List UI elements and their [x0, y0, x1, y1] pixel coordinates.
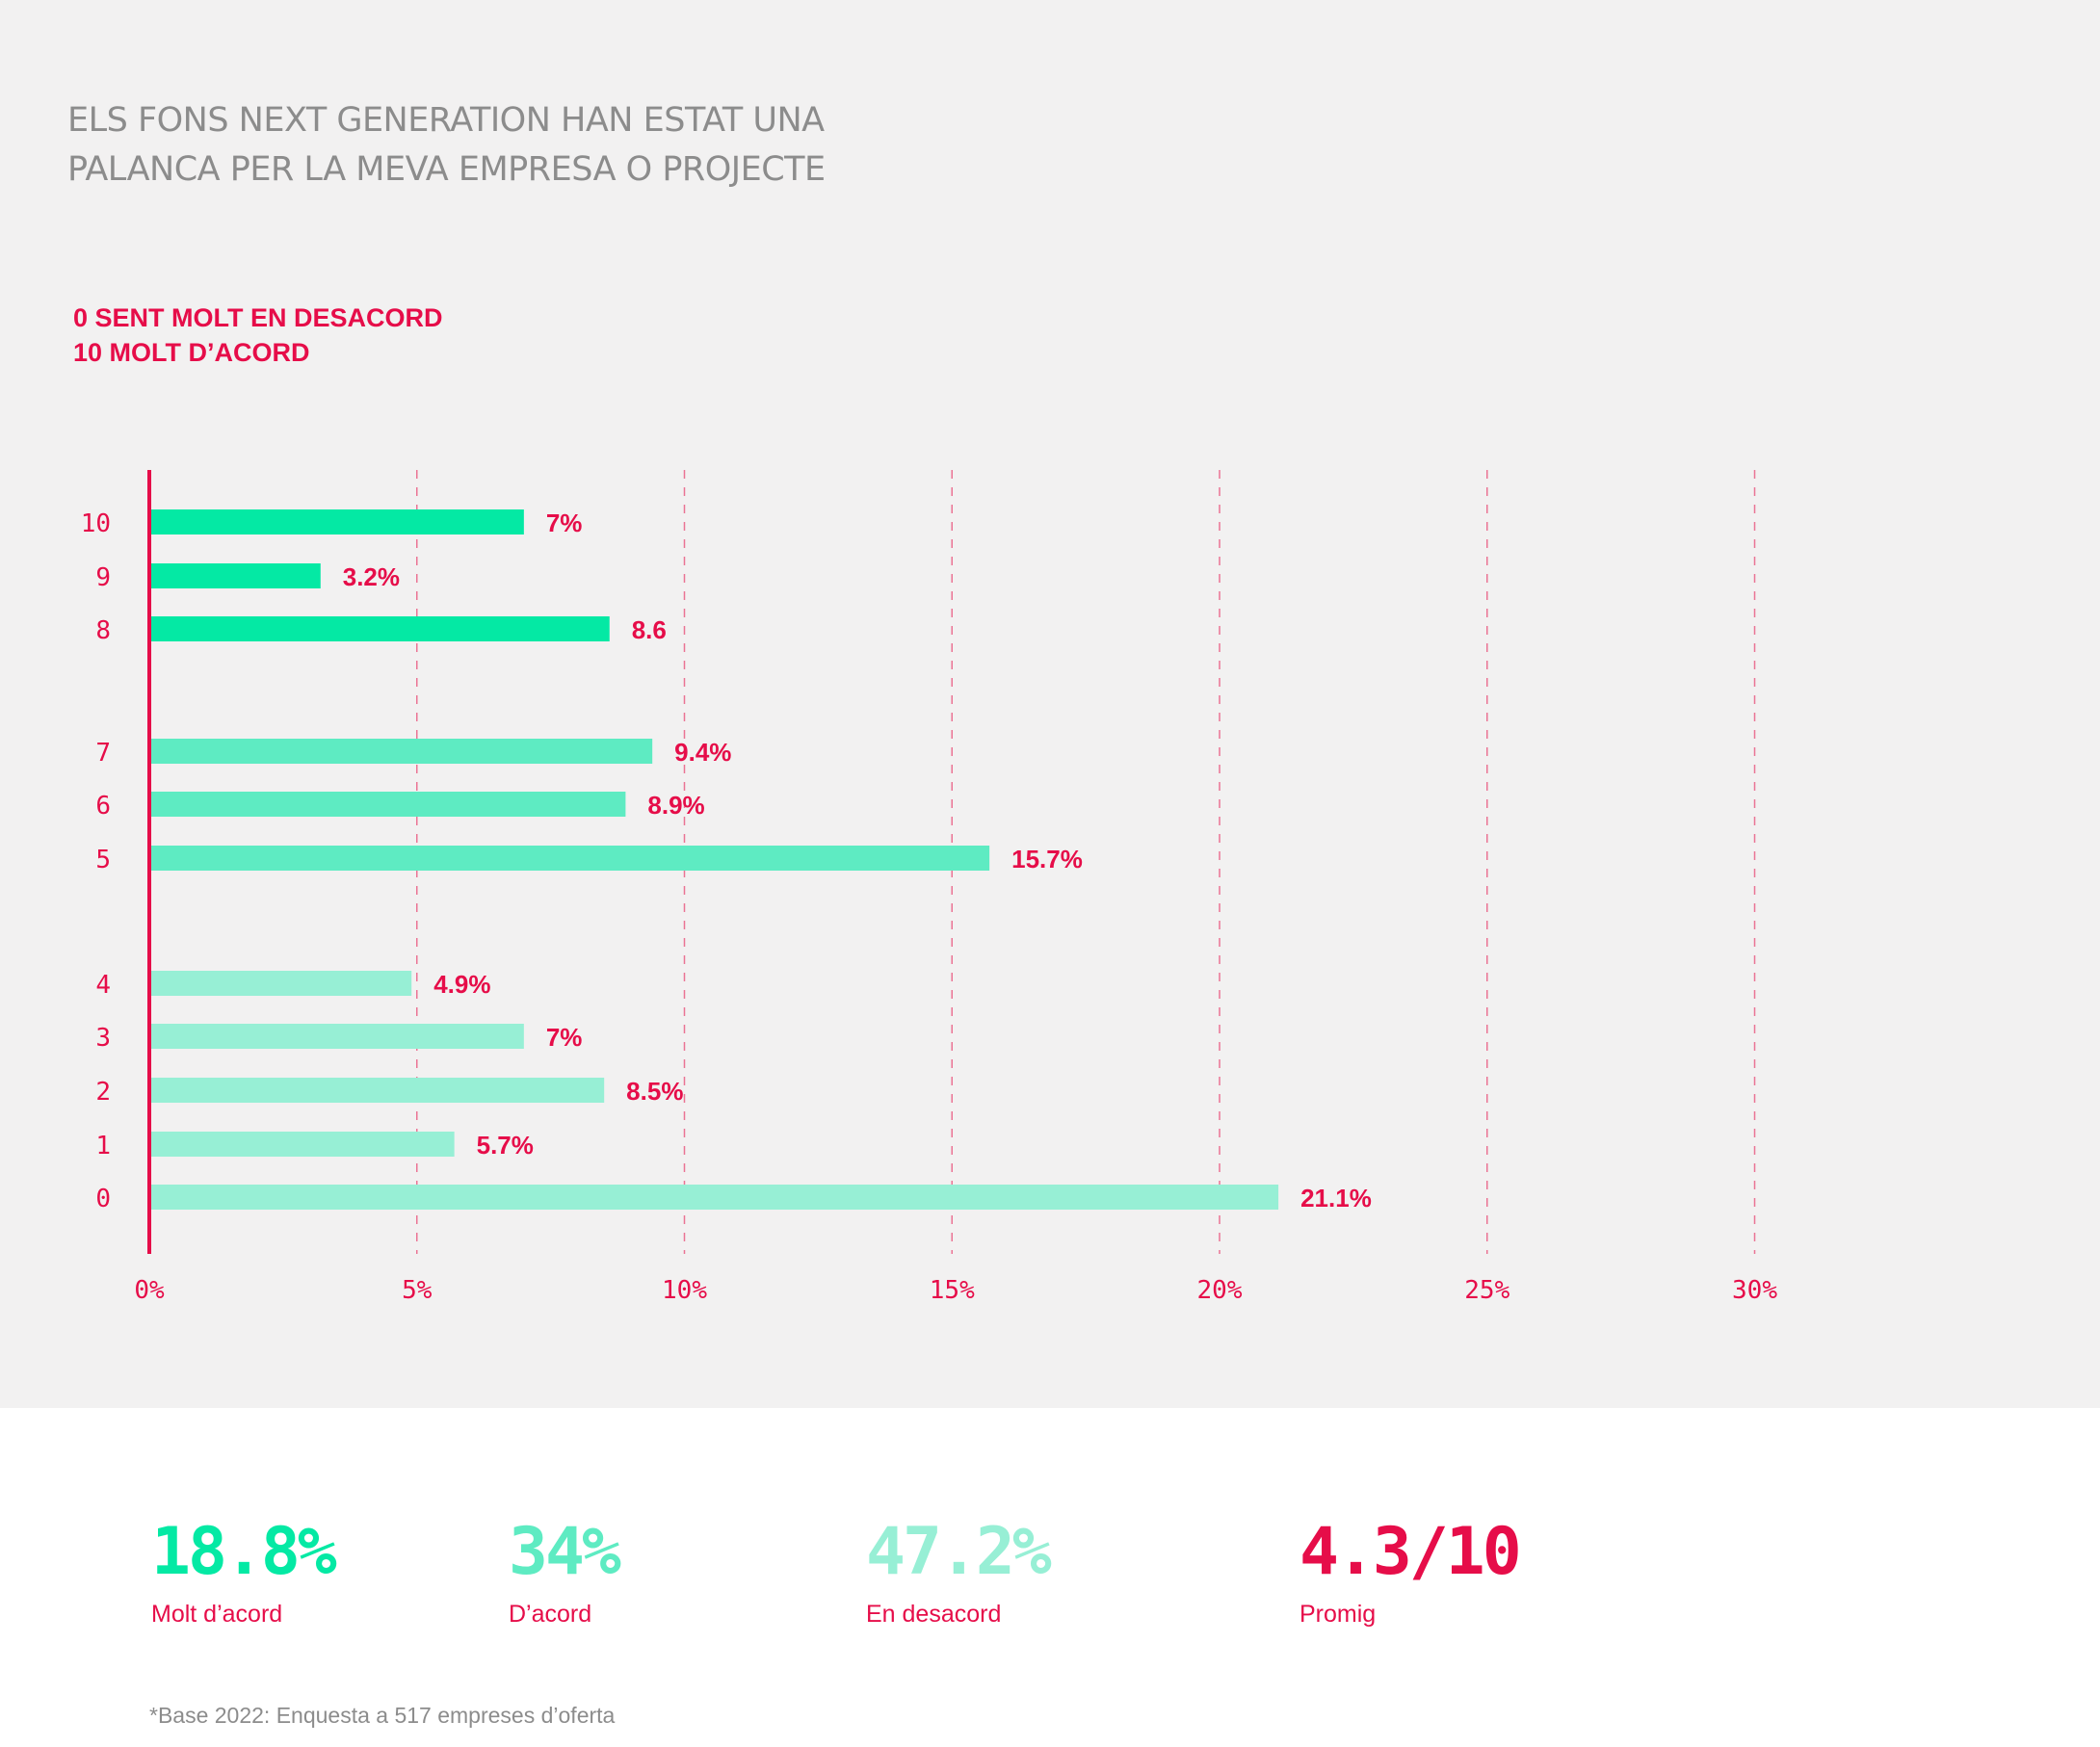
x-tick-label-10: 10%: [662, 1276, 707, 1305]
data-label-5: 15.7%: [1011, 845, 1083, 874]
scale-note: 0 SENT MOLT EN DESACORD 10 MOLT D’ACORD: [73, 300, 443, 370]
data-label-1: 5.7%: [477, 1131, 534, 1160]
y-tick-label-2: 2: [95, 1078, 111, 1107]
bar-8: [149, 616, 610, 641]
y-tick-label-10: 10: [81, 509, 111, 538]
summary-agree: 34% D’acord: [509, 1514, 621, 1630]
bar-0: [149, 1185, 1279, 1210]
summary-label: Promig: [1299, 1601, 1377, 1628]
x-tick-label-20: 20%: [1197, 1276, 1243, 1305]
data-label-7: 9.4%: [674, 738, 731, 767]
summary-label: D’acord: [509, 1601, 592, 1628]
title-line-1: ELS FONS NEXT GENERATION HAN ESTAT UNA: [67, 101, 825, 140]
bar-3: [149, 1024, 524, 1049]
chart-panel: [0, 0, 2100, 1408]
bar-1: [149, 1132, 455, 1157]
y-tick-label-9: 9: [95, 563, 111, 592]
x-tick-label-30: 30%: [1732, 1276, 1777, 1305]
summary-value: 4.3/10: [1299, 1514, 1522, 1590]
y-tick-label-8: 8: [95, 616, 111, 645]
summary-disagree: 47.2% En desacord: [866, 1514, 1052, 1630]
footnote: *Base 2022: Enquesta a 517 empreses d’of…: [149, 1703, 616, 1728]
scale-note-line-1: 0 SENT MOLT EN DESACORD: [73, 303, 443, 332]
x-tick-label-15: 15%: [930, 1276, 975, 1305]
scale-note-line-2: 10 MOLT D’ACORD: [73, 338, 310, 367]
data-label-9: 3.2%: [343, 562, 400, 591]
data-label-2: 8.5%: [626, 1077, 683, 1106]
x-tick-label-0: 0%: [134, 1276, 165, 1305]
bar-10: [149, 509, 524, 535]
bar-5: [149, 846, 990, 871]
y-tick-label-0: 0: [95, 1185, 111, 1213]
data-label-8: 8.6: [632, 615, 667, 644]
summary-strong-agree: 18.8% Molt d’acord: [151, 1514, 337, 1630]
data-label-6: 8.9%: [647, 791, 704, 820]
y-tick-label-4: 4: [95, 971, 111, 1000]
data-label-10: 7%: [546, 508, 583, 537]
bar-chart: 7%103.2%98.689.4%78.9%615.7%54.9%47%38.5…: [81, 470, 1777, 1305]
y-tick-label-1: 1: [95, 1132, 111, 1160]
bar-2: [149, 1078, 605, 1103]
summary-average: 4.3/10 Promig: [1299, 1514, 1522, 1630]
summary-value: 47.2%: [866, 1514, 1052, 1590]
y-tick-label-6: 6: [95, 792, 111, 821]
data-label-3: 7%: [546, 1023, 583, 1052]
bar-6: [149, 792, 626, 817]
bar-9: [149, 563, 321, 588]
bar-7: [149, 739, 653, 764]
y-tick-label-3: 3: [95, 1024, 111, 1053]
y-tick-label-7: 7: [95, 739, 111, 768]
x-tick-label-5: 5%: [402, 1276, 433, 1305]
summary-value: 34%: [509, 1514, 621, 1590]
data-label-0: 21.1%: [1300, 1184, 1372, 1212]
y-tick-label-5: 5: [95, 846, 111, 874]
summary-label: Molt d’acord: [151, 1601, 283, 1628]
bar-4: [149, 971, 412, 996]
summary-value: 18.8%: [151, 1514, 337, 1590]
x-tick-label-25: 25%: [1464, 1276, 1509, 1305]
chart-title: ELS FONS NEXT GENERATION HAN ESTAT UNA P…: [67, 96, 826, 195]
title-line-2: PALANCA PER LA MEVA EMPRESA O PROJECTE: [67, 150, 826, 189]
data-label-4: 4.9%: [433, 970, 490, 999]
summary-label: En desacord: [866, 1601, 1002, 1628]
